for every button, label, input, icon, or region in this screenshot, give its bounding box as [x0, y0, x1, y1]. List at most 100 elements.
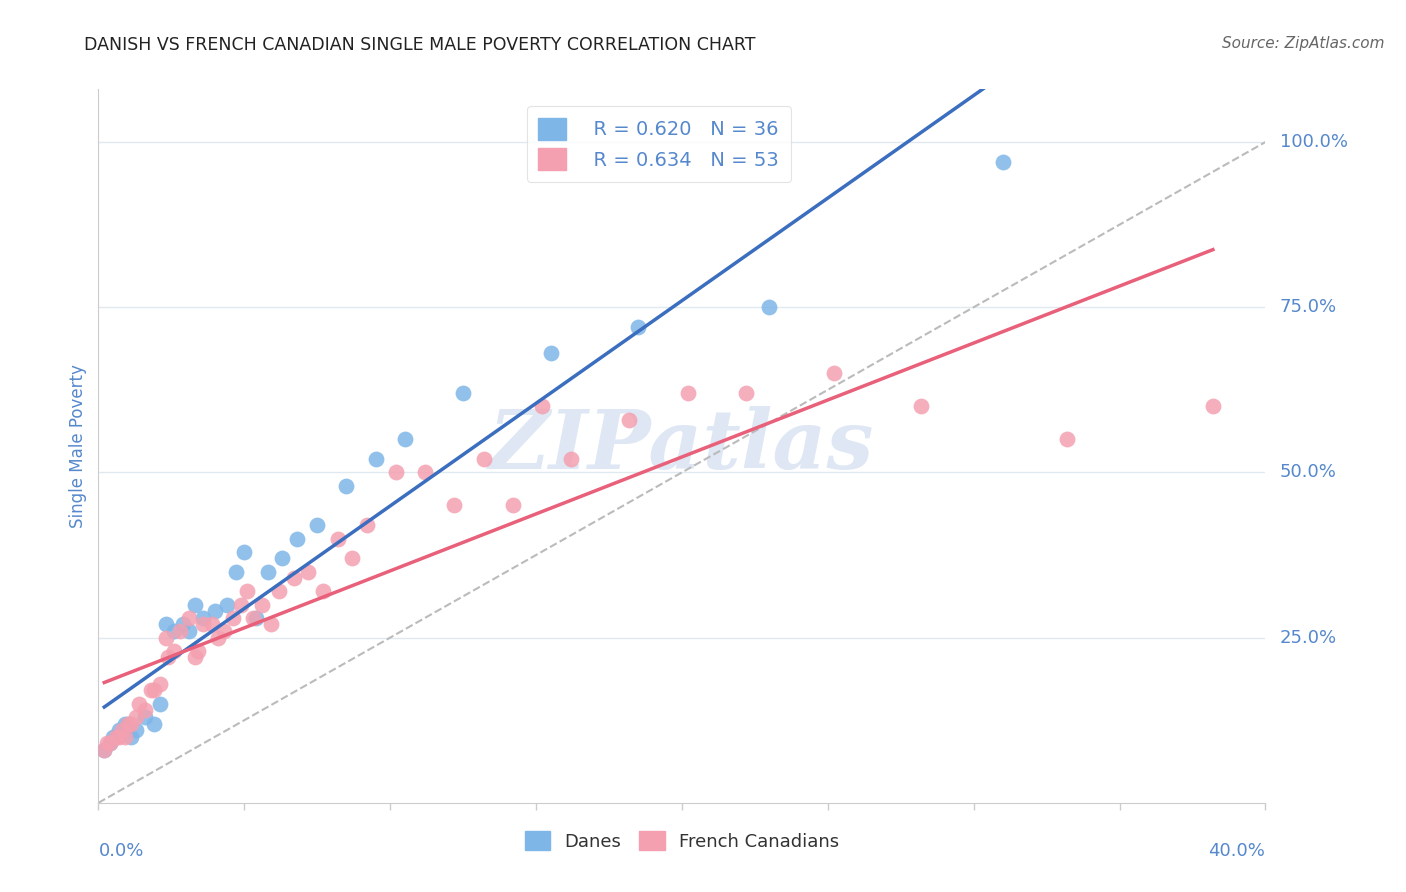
Point — [245, 611, 267, 625]
Point — [149, 697, 172, 711]
Text: 40.0%: 40.0% — [1209, 842, 1265, 860]
Point — [101, 730, 124, 744]
Point — [530, 400, 553, 414]
Point — [134, 710, 156, 724]
Point — [187, 644, 209, 658]
Point — [356, 518, 378, 533]
Point — [142, 683, 165, 698]
Point — [256, 565, 278, 579]
Point — [142, 716, 165, 731]
Point — [394, 433, 416, 447]
Point — [155, 631, 177, 645]
Point — [163, 624, 186, 638]
Text: 75.0%: 75.0% — [1279, 298, 1337, 317]
Point — [225, 565, 247, 579]
Point — [259, 617, 281, 632]
Point — [242, 611, 264, 625]
Point — [991, 154, 1014, 169]
Point — [335, 478, 357, 492]
Text: 25.0%: 25.0% — [1279, 629, 1337, 647]
Point — [207, 631, 229, 645]
Text: Source: ZipAtlas.com: Source: ZipAtlas.com — [1222, 36, 1385, 51]
Point — [271, 551, 294, 566]
Point — [221, 611, 243, 625]
Point — [619, 412, 641, 426]
Point — [326, 532, 349, 546]
Text: 50.0%: 50.0% — [1279, 464, 1337, 482]
Point — [269, 584, 291, 599]
Point — [183, 598, 205, 612]
Point — [193, 617, 215, 632]
Point — [177, 624, 200, 638]
Point — [342, 551, 364, 566]
Point — [385, 466, 408, 480]
Point — [307, 518, 329, 533]
Legend: Danes, French Canadians: Danes, French Canadians — [517, 824, 846, 858]
Point — [285, 532, 308, 546]
Point — [250, 598, 273, 612]
Point — [169, 624, 191, 638]
Point — [93, 743, 115, 757]
Point — [413, 466, 436, 480]
Point — [177, 611, 200, 625]
Point — [540, 346, 562, 360]
Point — [120, 716, 142, 731]
Point — [111, 723, 134, 738]
Point — [155, 617, 177, 632]
Text: DANISH VS FRENCH CANADIAN SINGLE MALE POVERTY CORRELATION CHART: DANISH VS FRENCH CANADIAN SINGLE MALE PO… — [84, 36, 756, 54]
Point — [215, 598, 238, 612]
Point — [297, 565, 319, 579]
Point — [128, 697, 150, 711]
Point — [111, 723, 134, 738]
Point — [823, 367, 845, 381]
Point — [104, 730, 127, 744]
Point — [312, 584, 335, 599]
Point — [120, 730, 142, 744]
Point — [193, 611, 215, 625]
Point — [364, 452, 387, 467]
Point — [114, 716, 136, 731]
Text: 100.0%: 100.0% — [1279, 133, 1348, 151]
Point — [233, 545, 256, 559]
Text: ZIPatlas: ZIPatlas — [489, 406, 875, 486]
Point — [910, 400, 932, 414]
Point — [93, 743, 115, 757]
Point — [183, 650, 205, 665]
Point — [139, 683, 162, 698]
Point — [125, 723, 148, 738]
Point — [96, 736, 118, 750]
Point — [201, 617, 224, 632]
Point — [125, 710, 148, 724]
Point — [149, 677, 172, 691]
Point — [451, 386, 474, 401]
Point — [627, 320, 650, 334]
Point — [735, 386, 758, 401]
Point — [98, 736, 121, 750]
Point — [204, 604, 226, 618]
Point — [236, 584, 259, 599]
Point — [104, 730, 127, 744]
Point — [172, 617, 194, 632]
Point — [283, 571, 305, 585]
Point — [108, 723, 131, 738]
Point — [114, 730, 136, 744]
Y-axis label: Single Male Poverty: Single Male Poverty — [69, 364, 87, 528]
Point — [758, 300, 780, 314]
Point — [1056, 433, 1078, 447]
Point — [163, 644, 186, 658]
Point — [676, 386, 699, 401]
Point — [108, 730, 131, 744]
Text: 0.0%: 0.0% — [98, 842, 143, 860]
Point — [157, 650, 180, 665]
Point — [560, 452, 582, 467]
Point — [117, 716, 139, 731]
Point — [472, 452, 495, 467]
Point — [1202, 400, 1225, 414]
Point — [212, 624, 235, 638]
Point — [502, 499, 524, 513]
Point — [134, 703, 156, 717]
Point — [117, 716, 139, 731]
Point — [98, 736, 121, 750]
Point — [231, 598, 253, 612]
Point — [443, 499, 465, 513]
